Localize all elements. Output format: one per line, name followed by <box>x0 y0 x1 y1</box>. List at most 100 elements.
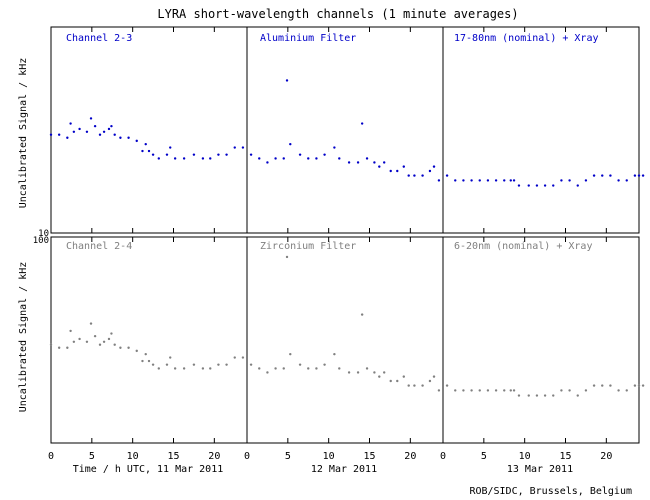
series-0-point-2 <box>66 136 69 139</box>
series-1-point-80 <box>584 389 588 392</box>
series-0-point-70 <box>509 179 512 182</box>
series-0-point-36 <box>274 157 277 160</box>
series-0-point-24 <box>173 157 177 160</box>
series-0-point-78 <box>568 179 571 182</box>
top-channel-title: Channel 2-3 <box>66 33 132 44</box>
series-1-point-49 <box>365 367 369 370</box>
series-0-point-83 <box>609 174 612 177</box>
x-tick-label-14: 20 <box>600 451 612 462</box>
series-0-point-31 <box>233 146 236 149</box>
day-label-12-mar: 12 Mar 2011 <box>311 464 377 475</box>
series-1-point-10 <box>102 340 106 343</box>
series-0-point-6 <box>85 130 89 133</box>
series-1-point-69 <box>503 389 506 392</box>
series-1-point-34 <box>258 367 261 370</box>
series-0-point-7 <box>89 117 93 120</box>
series-1-point-60 <box>432 375 436 378</box>
series-1-point-14 <box>119 346 122 349</box>
series-0-point-64 <box>462 179 465 182</box>
series-1-point-42 <box>315 367 318 370</box>
series-1-point-83 <box>609 384 612 387</box>
series-0-point-86 <box>633 174 637 177</box>
series-0-point-82 <box>601 174 604 177</box>
series-1-point-29 <box>217 363 220 366</box>
series-1-point-9 <box>98 343 102 346</box>
series-1-point-31 <box>233 356 236 359</box>
series-0-point-22 <box>165 153 169 156</box>
series-0-point-74 <box>535 184 539 187</box>
series-1-point-79 <box>576 394 579 397</box>
series-0-point-71 <box>512 179 516 182</box>
series-0-point-35 <box>266 161 269 164</box>
series-0-point-53 <box>389 169 392 173</box>
series-1-point-33 <box>249 363 253 366</box>
series-0-point-40 <box>298 153 302 156</box>
series-1-point-48 <box>360 313 364 316</box>
series-1-point-72 <box>517 394 521 397</box>
series-1-point-2 <box>66 346 69 349</box>
series-0-point-13 <box>113 133 116 136</box>
series-1-point-30 <box>225 363 228 366</box>
series-0-point-88 <box>641 174 645 177</box>
day-label-13-mar: 13 Mar 2011 <box>507 464 573 475</box>
y-axis-label-top: Uncalibrated Signal / kHz <box>18 58 29 209</box>
series-1-point-67 <box>486 389 490 392</box>
series-0-point-29 <box>217 153 220 156</box>
series-1-point-73 <box>527 394 530 397</box>
series-0-point-4 <box>72 130 76 133</box>
series-0-point-69 <box>503 179 506 182</box>
series-1-point-17 <box>141 359 144 363</box>
series-0-point-49 <box>365 157 369 160</box>
series-0-point-45 <box>338 157 341 160</box>
series-0-point-54 <box>396 169 399 173</box>
series-1-point-18 <box>144 352 147 356</box>
series-0-point-52 <box>383 161 386 164</box>
series-1-point-45 <box>338 367 341 370</box>
series-0-point-38 <box>285 79 289 82</box>
series-1-point-54 <box>396 379 399 383</box>
panel-frames <box>50 26 640 444</box>
series-0-point-30 <box>225 153 228 156</box>
series-0-point-3 <box>69 122 72 125</box>
series-1-point-6 <box>85 340 89 343</box>
series-1-point-75 <box>543 394 547 397</box>
series-0-point-68 <box>494 179 498 182</box>
series-1-point-13 <box>113 343 116 346</box>
series-1-point-27 <box>201 367 205 370</box>
series-1-point-23 <box>169 356 172 359</box>
series-0-point-26 <box>192 153 196 156</box>
series-0-point-44 <box>333 146 336 149</box>
data-points <box>49 79 645 397</box>
bottom-filter-2: 6-20nm (nominal) + Xray <box>454 241 592 252</box>
x-tick-label-13: 15 <box>559 451 571 462</box>
series-1-point-85 <box>625 389 628 392</box>
series-0-point-79 <box>576 184 579 187</box>
series-0-point-57 <box>413 174 416 177</box>
series-1-point-51 <box>378 375 381 378</box>
series-1-point-11 <box>107 337 111 341</box>
series-0-point-85 <box>625 179 628 182</box>
series-1-point-15 <box>127 346 130 349</box>
top-y-tick-label-100: 100 <box>33 236 49 246</box>
series-1-point-56 <box>407 384 410 387</box>
series-0-point-65 <box>470 179 473 182</box>
series-1-point-55 <box>402 375 405 378</box>
series-0-point-23 <box>169 146 172 149</box>
series-1-point-47 <box>356 371 360 374</box>
panel-frame-1 <box>50 236 640 444</box>
series-1-point-8 <box>93 334 97 338</box>
x-tick-label-3: 15 <box>167 451 179 462</box>
series-0-point-58 <box>421 174 424 177</box>
series-0-point-77 <box>560 179 563 182</box>
series-0-point-75 <box>543 184 547 187</box>
series-1-point-46 <box>347 371 351 374</box>
axis-ticks <box>50 27 607 443</box>
credit-label: ROB/SIDC, Brussels, Belgium <box>469 486 632 497</box>
series-0-point-63 <box>454 179 457 182</box>
series-1-point-50 <box>373 371 376 374</box>
series-0-point-1 <box>57 133 61 136</box>
series-1-point-71 <box>512 389 516 392</box>
series-1-point-35 <box>266 371 269 374</box>
series-0-point-76 <box>552 184 555 187</box>
